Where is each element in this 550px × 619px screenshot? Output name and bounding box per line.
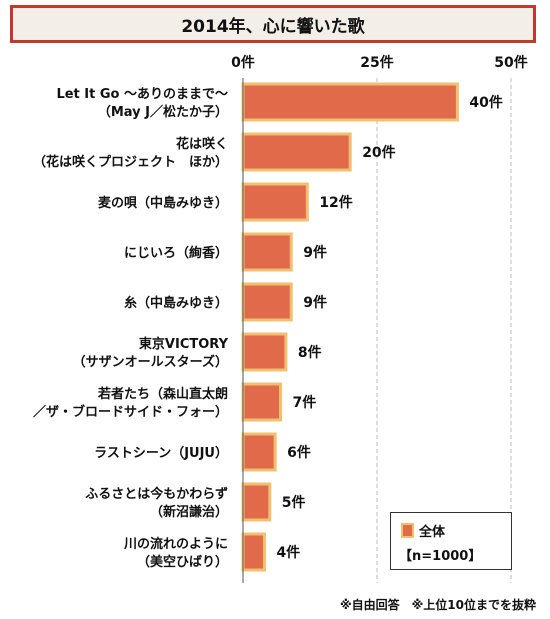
category-label: 川の流れのように (123, 536, 228, 552)
value-label: 12件 (319, 194, 352, 211)
category-label: （新沼謙治） (150, 504, 228, 520)
footnote: ※自由回答 ※上位10位までを抜粋 (339, 598, 536, 612)
bar (241, 132, 352, 172)
category-label: 若者たち（森山直太朗 (97, 386, 228, 402)
category-labels: Let It Go ～ありのままで～ （May J／松たか子） 花は咲く （花は咲くプ… (33, 87, 229, 570)
bar (241, 232, 293, 272)
legend-sample-size: 【n=1000】 (399, 549, 482, 564)
category-label: 麦の唄（中島みゆき） (98, 195, 228, 211)
value-label: 8件 (298, 344, 322, 361)
category-label: （May J／松たか子） (98, 104, 228, 120)
bar (241, 482, 272, 522)
bar (241, 382, 283, 422)
bar (241, 182, 309, 222)
value-label: 9件 (303, 244, 327, 261)
category-label: （サザンオールスターズ） (73, 354, 228, 370)
value-label: 40件 (469, 94, 502, 111)
bar (241, 432, 277, 472)
legend: 全体 【n=1000】 (390, 512, 512, 570)
value-label: 7件 (293, 394, 317, 411)
value-label: 5件 (282, 494, 306, 511)
chart-title: 2014年、心に響いた歌 (10, 5, 536, 43)
category-label: ふるさとは今もかわらず (85, 486, 228, 502)
value-label: 9件 (303, 294, 327, 311)
x-tick-label: 50件 (494, 54, 527, 71)
category-label: 花は咲く (176, 136, 228, 152)
x-tick-label: 0件 (231, 54, 255, 71)
value-labels: 40件 20件 12件 9件 9件 8件 7件 6件 5件 4件 (276, 94, 502, 561)
category-label: 糸（中島みゆき） (124, 295, 228, 311)
x-tick-labels: 0件 25件 50件 (231, 54, 528, 71)
category-label: （花は咲くプロジェクト ほか） (33, 154, 228, 170)
value-label: 4件 (276, 544, 300, 561)
bar (241, 332, 288, 372)
category-label: にじいろ（絢香） (124, 245, 228, 261)
category-label: ／ザ・ブロードサイド・フォー） (33, 404, 228, 420)
legend-swatch (401, 523, 414, 538)
legend-series-name: 全体 (419, 525, 446, 540)
bar (241, 532, 266, 572)
value-label: 6件 (287, 444, 311, 461)
bar (241, 282, 293, 322)
x-tick-label: 25件 (360, 54, 393, 71)
category-label: ラストシーン（JUJU） (94, 445, 228, 461)
bars (241, 82, 459, 572)
bar (241, 82, 459, 122)
grid-lines (376, 78, 512, 583)
category-label: （美空ひばり） (137, 554, 228, 570)
category-label: Let It Go ～ありのままで～ (56, 87, 228, 102)
category-label: 東京VICTORY (139, 336, 229, 352)
value-label: 20件 (362, 144, 395, 161)
